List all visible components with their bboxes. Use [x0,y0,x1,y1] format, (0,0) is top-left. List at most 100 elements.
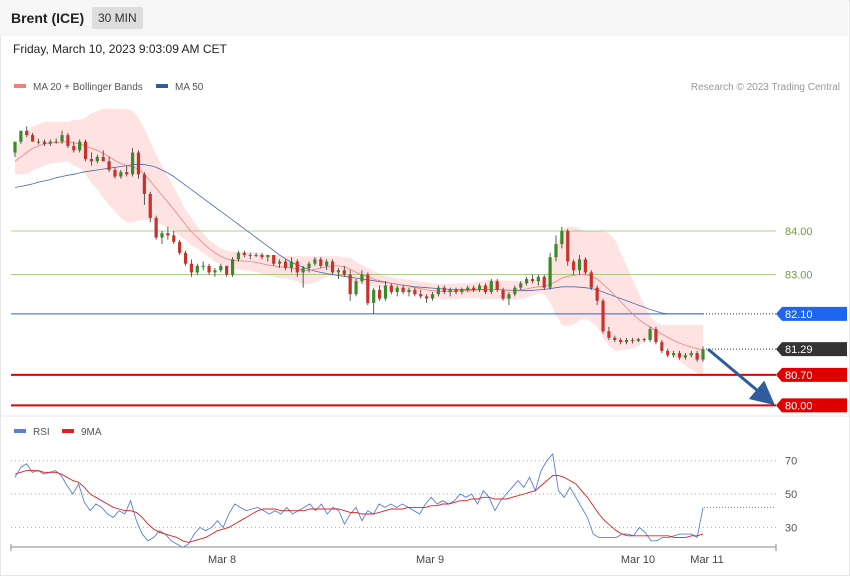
candle [501,287,505,301]
candle [507,292,511,306]
candle-body [425,296,429,299]
candle-body [278,261,282,264]
candle [172,231,176,245]
level-tag [776,306,847,321]
candle-body [536,276,540,282]
candle [648,326,652,343]
chart-datetime: Friday, March 10, 2023 9:03:09 AM CET [13,42,227,56]
candle-body [524,278,529,284]
candle [19,130,23,144]
candle [78,139,82,153]
candle [230,257,235,277]
candle [419,289,423,299]
candle [225,265,229,277]
candle-body [466,287,470,290]
candle-body [395,287,399,293]
candle-body [225,265,229,275]
candle-body [601,300,605,332]
candle-body [583,259,587,273]
candle-body [254,254,258,256]
candle-body [248,254,252,256]
candle-body [154,217,158,238]
legend-swatch [14,429,26,433]
candle [425,294,429,303]
candle [113,167,117,179]
candle-body [660,342,664,351]
candle-body [289,261,293,269]
candle-body [495,281,499,290]
candle [236,250,241,262]
candle [477,283,482,293]
candle-body [66,135,70,146]
timeframe-badge[interactable]: 30 MIN [92,7,143,29]
candle-body [624,340,629,343]
rsi-grid: 70 50 30 [11,456,797,534]
candle [619,337,623,345]
candle-body [13,141,17,153]
candle [219,263,223,273]
level-label: 82.10 [785,309,813,321]
candlesticks [13,126,705,362]
candle-body [507,294,511,299]
candle [436,285,440,297]
candle [213,268,217,277]
candle-body [148,193,152,218]
candle [395,285,399,297]
candle-body [513,287,517,295]
x-tick-label: Mar 9 [416,554,444,566]
candle-body [136,152,141,175]
level-label: 83.00 [785,270,813,282]
candle-body [654,329,658,343]
candle [142,172,146,205]
candle [89,152,94,166]
candle-body [407,289,411,293]
candle [348,270,352,301]
level-label: 80.70 [785,370,813,382]
candle-body [213,270,217,273]
candle [178,239,182,255]
rsi-tick-label: 30 [785,522,797,534]
candle-body [419,294,423,297]
candle-body [619,340,623,343]
candle-body [236,252,241,260]
candle [295,259,299,277]
candle [95,154,99,164]
candle [336,268,341,279]
level-label: 80.00 [785,400,813,412]
candle [330,259,335,275]
candle-body [319,259,323,266]
candle [548,252,552,290]
candle [536,274,540,286]
candle-body [430,294,435,299]
symbol-title: Brent (ICE) [11,10,85,26]
candle [66,132,70,149]
candle-body [313,259,317,264]
candle [31,132,35,142]
rsi-tick-label: 50 [785,489,797,501]
candle-body [572,261,576,271]
candle [154,215,158,240]
candle-body [325,261,329,266]
legend-swatch [62,429,74,433]
candle [472,285,476,293]
candle-body [689,353,693,356]
candle [442,285,446,295]
candle-body [95,156,99,162]
candle-body [307,263,311,269]
candle [54,138,58,144]
candle [354,278,358,297]
candle-body [330,261,335,273]
candle-body [589,272,593,288]
candle [430,292,435,301]
candle-body [389,285,393,293]
rsi-line [14,452,704,548]
candle-body [701,349,705,360]
candle-body [295,261,299,273]
x-axis: Mar 8 Mar 9 Mar 10 Mar 11 [10,544,777,566]
candle [36,138,41,145]
candle [289,257,293,273]
x-tick-label: Mar 10 [621,554,655,566]
candle-body [366,274,370,303]
candle [401,285,405,295]
